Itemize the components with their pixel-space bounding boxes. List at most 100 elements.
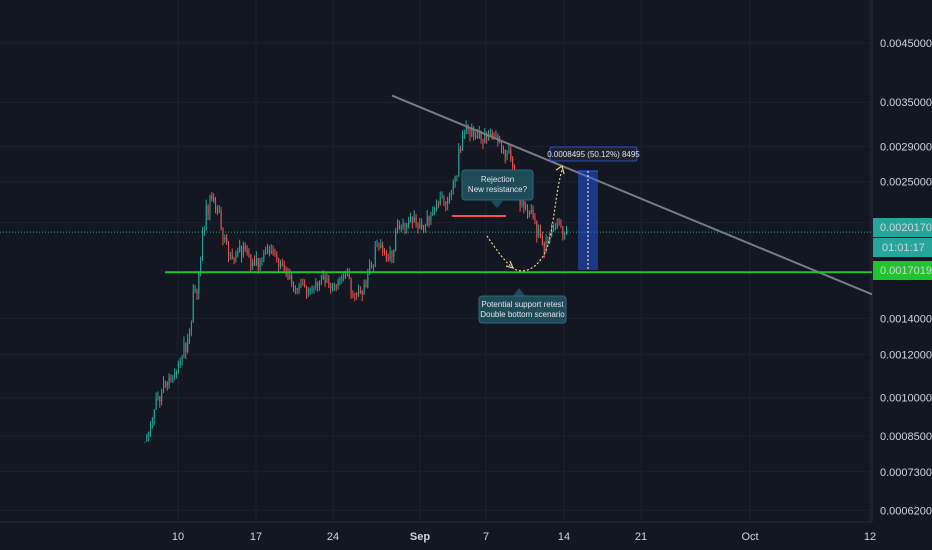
candle-body xyxy=(283,264,285,271)
candle-body xyxy=(408,219,410,225)
candle-body xyxy=(215,200,217,211)
candle-body xyxy=(538,229,540,237)
x-tick-label: 7 xyxy=(483,531,489,543)
rejection-callout[interactable]: Rejection New resistance? xyxy=(461,169,534,208)
candle-body xyxy=(157,396,159,399)
candle-body xyxy=(502,147,504,150)
candle-body xyxy=(250,254,252,267)
candle-body xyxy=(437,204,439,206)
candle-body xyxy=(265,252,267,254)
candle-body xyxy=(339,279,341,282)
rejection-line-1: Rejection xyxy=(481,175,514,184)
candle-body xyxy=(419,223,421,228)
candle-body xyxy=(395,233,397,251)
candle-body xyxy=(233,259,235,261)
rejection-line-2: New resistance? xyxy=(468,185,528,194)
candle-body xyxy=(151,418,153,423)
candle-body xyxy=(562,226,564,235)
candle-body xyxy=(462,135,464,150)
candle-body xyxy=(298,286,300,291)
candle-body xyxy=(272,250,274,254)
candle-body xyxy=(146,434,148,442)
y-tick-label: 0.0029000 xyxy=(880,142,932,154)
candle-body xyxy=(319,282,321,287)
x-tick-label: 14 xyxy=(558,531,570,543)
candle-body xyxy=(268,249,270,254)
candle-body xyxy=(423,227,425,229)
candle-body xyxy=(484,133,486,142)
candle-body xyxy=(304,284,306,286)
candle-body xyxy=(541,236,543,244)
retest-line-2: Double bottom scenario xyxy=(480,310,565,319)
candle-body xyxy=(229,255,231,257)
candle-body xyxy=(150,422,152,432)
candle-body xyxy=(170,377,172,379)
candle-body xyxy=(441,197,443,199)
candle-body xyxy=(270,250,272,254)
candle-body xyxy=(434,209,436,212)
candle-body xyxy=(508,149,510,154)
measure-label: 0.0008495 (50.12%) 8495 xyxy=(547,146,640,162)
candle-body xyxy=(326,278,328,283)
candle-body xyxy=(300,284,302,287)
candle-body xyxy=(183,342,185,358)
candle-body xyxy=(220,211,222,229)
candle-body xyxy=(469,130,471,136)
candle-body xyxy=(317,282,319,287)
candle-body xyxy=(172,377,174,379)
candle-body xyxy=(475,135,477,137)
candle-body xyxy=(237,251,239,255)
candle-body xyxy=(213,198,215,201)
candle-body xyxy=(465,127,467,134)
candle-body xyxy=(421,223,423,229)
candle-body xyxy=(211,196,213,199)
descending-trendline[interactable] xyxy=(391,94,873,296)
candle-body xyxy=(177,364,179,371)
candle-body xyxy=(397,225,399,234)
candle-body xyxy=(218,211,220,213)
candle-body xyxy=(343,275,345,278)
candle-body xyxy=(194,289,196,291)
candle-body xyxy=(248,252,250,255)
candle-body xyxy=(216,210,218,213)
candle-body xyxy=(174,372,176,378)
candle-body xyxy=(547,241,549,243)
candle-body xyxy=(489,133,491,135)
candle-body xyxy=(545,241,547,253)
candle-body xyxy=(540,229,542,237)
candle-body xyxy=(473,128,475,137)
candle-body xyxy=(480,132,482,139)
candle-body xyxy=(454,176,456,183)
candle-body xyxy=(566,231,568,234)
candle-body xyxy=(209,196,211,215)
candle-body xyxy=(224,238,226,240)
candle-body xyxy=(302,284,304,286)
candle-body xyxy=(387,257,389,260)
candle-body xyxy=(254,262,256,266)
candle-body xyxy=(528,213,530,215)
candle-body xyxy=(512,159,514,168)
candle-body xyxy=(376,246,378,248)
candle-body xyxy=(553,228,555,230)
candle-body xyxy=(296,288,298,291)
candle-body xyxy=(207,205,209,215)
candle-body xyxy=(352,292,354,294)
candle-body xyxy=(185,342,187,353)
support-price-badge: 0.0017019 xyxy=(873,261,932,280)
candle-body xyxy=(244,246,246,249)
candle-body xyxy=(358,289,360,295)
candle-body xyxy=(328,278,330,285)
candle-body xyxy=(164,381,166,383)
time-axis[interactable]: 10 17 24 Sep 7 14 21 Oct 12 xyxy=(172,531,876,543)
retest-line-1: Potential support retest xyxy=(481,300,564,309)
candle-body xyxy=(467,127,469,131)
x-tick-label: 21 xyxy=(635,531,647,543)
candle-body xyxy=(554,228,556,230)
candle-body xyxy=(456,176,458,178)
retest-callout[interactable]: Potential support retest Double bottom s… xyxy=(478,288,567,324)
candle-body xyxy=(527,205,529,214)
candle-body xyxy=(501,142,503,148)
